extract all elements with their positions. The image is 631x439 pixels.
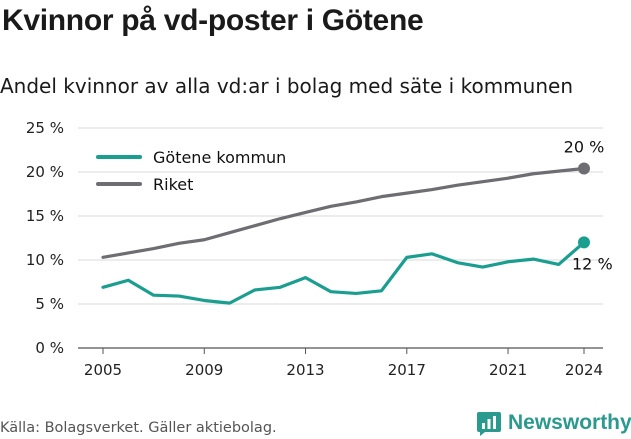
series-line-1 <box>101 166 586 259</box>
line-chart: 0 %5 %10 %15 %20 %25 % 2005 2009 2013 2017 2… <box>26 119 613 379</box>
y-tick-label: 20 % <box>26 163 64 181</box>
y-tick-label: 5 % <box>35 295 64 313</box>
legend-label-1: Riket <box>153 175 193 194</box>
series-lines <box>101 166 586 305</box>
series-end-points <box>578 162 590 249</box>
x-tick-label: 2009 <box>185 361 223 379</box>
series-end-labels: 12 % 20 % <box>564 137 613 273</box>
legend: Götene kommun Riket <box>96 148 286 194</box>
series-end-point-0 <box>578 236 590 249</box>
y-tick-label: 10 % <box>26 251 64 269</box>
legend-label-0: Götene kommun <box>153 148 286 167</box>
source-note: Källa: Bolagsverket. Gäller aktiebolag. <box>0 420 277 436</box>
series-line-0 <box>101 240 586 305</box>
series-end-label-0: 12 % <box>572 254 613 273</box>
y-tick-label: 0 % <box>35 339 64 357</box>
series-end-label-1: 20 % <box>564 137 605 156</box>
y-tick-label: 25 % <box>26 119 64 137</box>
brand-name: Newsworthy <box>508 411 631 434</box>
x-tick-label: 2005 <box>84 361 122 379</box>
series-end-point-1 <box>578 162 590 175</box>
newsworthy-logo-icon <box>477 412 501 436</box>
x-tick-label: 2024 <box>565 361 603 379</box>
chart-subtitle: Andel kvinnor av alla vd:ar i bolag med … <box>0 74 573 98</box>
chart-title: Kvinnor på vd-poster i Götene <box>2 4 424 37</box>
brand-logo: Newsworthy <box>476 408 631 438</box>
x-tick-label: 2017 <box>388 361 426 379</box>
x-axis-ticks: 2005 2009 2013 2017 2021 2024 <box>84 348 603 379</box>
x-tick-label: 2013 <box>286 361 324 379</box>
x-tick-label: 2021 <box>489 361 527 379</box>
y-tick-label: 15 % <box>26 207 64 225</box>
y-axis-ticks: 0 % 5 % 10 % 15 % 20 % 25 % <box>26 119 64 357</box>
